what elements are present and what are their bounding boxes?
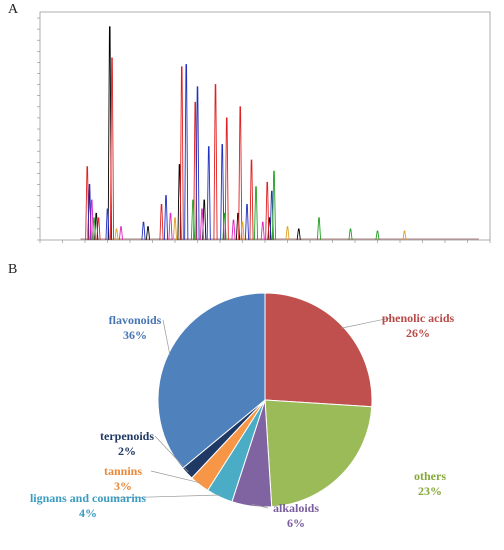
chromatogram-peak <box>206 146 211 241</box>
chromatogram-peak <box>199 208 205 241</box>
chromatogram-peak <box>253 186 259 241</box>
chromatogram-series-group <box>80 26 479 241</box>
chromatogram-series <box>80 170 479 241</box>
chromatogram-peak <box>238 106 243 241</box>
pie-leader-line <box>162 319 171 356</box>
pie-slice-percent: 2% <box>118 444 136 458</box>
chromatogram-peak <box>190 199 196 241</box>
chromatogram-peak <box>145 226 151 241</box>
chromatogram-frame <box>39 11 491 241</box>
chromatogram-peak <box>85 166 90 241</box>
chromatogram-series <box>80 64 479 241</box>
chromatogram-peak <box>220 144 225 241</box>
chromatogram-peak <box>114 228 119 241</box>
chromatogram-peak <box>348 228 353 241</box>
chromatogram-series <box>80 217 479 241</box>
chromatogram-peak <box>141 221 146 241</box>
chromatogram-peak <box>87 184 92 241</box>
chromatogram-peak <box>107 26 112 241</box>
pie-slice-label: lignans and coumarins <box>30 491 146 505</box>
pie-slice-label: tannins <box>104 464 142 478</box>
chromatogram-chart <box>37 11 491 243</box>
chromatogram-peak <box>159 204 164 241</box>
pie-slice-percent: 26% <box>406 326 430 340</box>
chromatogram-peak <box>260 221 265 241</box>
pie-slices-group <box>157 292 373 508</box>
chromatogram-peak <box>184 64 189 241</box>
pie-slice-label: alkaloids <box>273 501 319 515</box>
pie-leader-line <box>150 470 201 484</box>
pie-slice-label: flavonoids <box>109 313 162 327</box>
chromatogram-peak <box>285 226 290 241</box>
chromatogram-peak <box>240 221 245 241</box>
chromatogram-peak <box>105 208 110 241</box>
pie-slice <box>157 292 266 469</box>
chromatogram-peak <box>271 170 277 241</box>
chromatogram-peak <box>96 217 101 241</box>
pie-slice-percent: 4% <box>79 506 97 520</box>
pie-slice-label: others <box>414 469 446 483</box>
chromatogram-peak <box>265 181 270 241</box>
panel-a-label: A <box>8 2 19 17</box>
chromatogram-peak <box>222 212 227 241</box>
pie-leader-line <box>251 503 269 509</box>
chromatogram-peak <box>94 212 99 241</box>
chromatogram-peak <box>89 199 94 241</box>
chromatogram-peak <box>316 217 322 241</box>
pie-slice-percent: 6% <box>287 516 305 530</box>
chromatogram-peak <box>168 212 173 241</box>
pie-leader-lines <box>115 317 391 509</box>
pie-leader-line <box>154 435 189 473</box>
pie-slice <box>264 292 373 408</box>
chromatogram-peak <box>213 84 218 241</box>
panel-b-label: B <box>8 262 18 277</box>
chromatogram-peak <box>296 228 301 241</box>
pie-leader-line <box>341 317 391 329</box>
chromatogram-series <box>80 199 479 241</box>
chromatogram-x-axis <box>39 240 491 243</box>
chromatogram-peak <box>172 217 178 241</box>
chromatogram-peak <box>249 159 254 241</box>
pie-slice-percent: 23% <box>418 484 442 498</box>
pie-slice-label: phenolic acids <box>382 311 455 325</box>
pie-slice-percent: 3% <box>114 479 132 493</box>
chromatogram-y-axis <box>37 17 40 241</box>
pie-slice-percent: 36% <box>123 328 147 342</box>
pie-leader-line <box>115 494 221 499</box>
chromatogram-peak <box>202 199 207 241</box>
chromatogram-peak <box>163 195 169 241</box>
chromatogram-peak <box>375 230 380 241</box>
chromatogram-series <box>80 26 479 241</box>
chromatogram-peak <box>402 230 407 241</box>
chromatogram-series <box>80 57 479 241</box>
pie-slice <box>264 399 373 508</box>
chromatogram-peak <box>109 57 115 241</box>
chromatogram-peak <box>231 219 236 241</box>
chromatogram-peak <box>179 66 184 241</box>
chromatogram-peak <box>244 204 250 241</box>
chromatogram-peak <box>195 86 200 241</box>
chromatogram-peak <box>118 226 124 241</box>
chromatogram-peak <box>224 117 229 241</box>
pie-slice-label: terpenoids <box>100 429 154 443</box>
